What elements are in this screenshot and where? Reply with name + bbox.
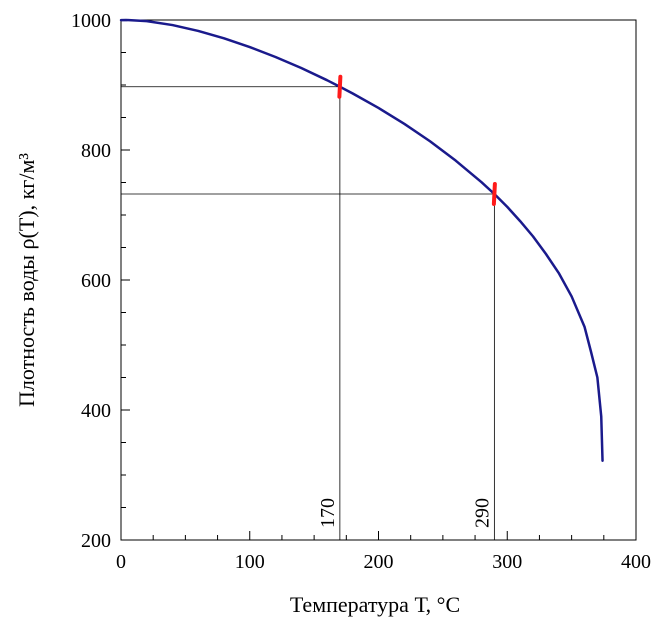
density-curve	[119, 18, 604, 462]
x-tick-label: 300	[492, 551, 522, 573]
y-tick-label: 800	[81, 140, 111, 162]
y-tick-label: 200	[81, 530, 111, 552]
plot-area: 0 100 200 300 400 200 400 600 800 1000 170 290	[71, 10, 651, 573]
x-tick-label: 0	[116, 551, 126, 573]
x-tick-label: 100	[235, 551, 265, 573]
y-tick-label: 1000	[71, 10, 111, 32]
y-tick-label: 600	[81, 270, 111, 292]
plot-frame	[120, 19, 637, 541]
x-tick-label: 200	[364, 551, 394, 573]
y-tick-label: 400	[81, 400, 111, 422]
highlight-marker	[491, 182, 497, 207]
highlight-marker	[337, 74, 343, 99]
marker-value-label: 290	[471, 498, 493, 528]
x-axis-title: Температура Т, °С	[290, 592, 460, 617]
marker-value-label: 170	[317, 498, 339, 528]
x-tick-label: 400	[621, 551, 651, 573]
y-axis-title: Плотность воды ρ(Т), кг/м³	[14, 153, 39, 407]
